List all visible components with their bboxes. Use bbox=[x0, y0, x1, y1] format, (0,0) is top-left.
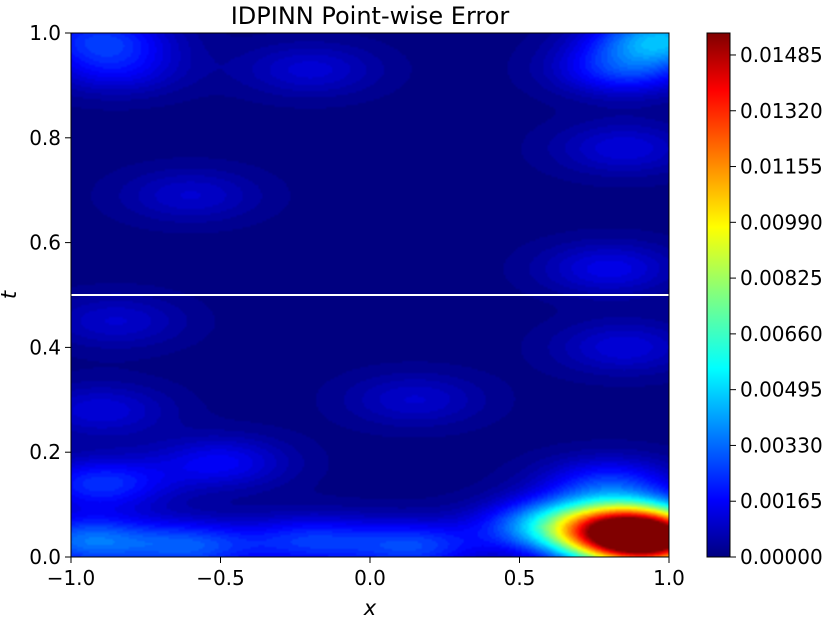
colorbar-frame bbox=[706, 32, 731, 558]
y-tick-label: 0.4 bbox=[29, 335, 61, 359]
x-tick-label: −0.5 bbox=[196, 566, 245, 590]
colorbar-tick-label: 0.01155 bbox=[740, 155, 823, 179]
x-tick-label: −1.0 bbox=[47, 566, 96, 590]
colorbar-gradient bbox=[707, 33, 730, 557]
colorbar-tick-label: 0.00660 bbox=[740, 322, 823, 346]
colorbar-tick-label: 0.01320 bbox=[740, 99, 823, 123]
y-axis: 0.0 0.2 0.4 0.6 0.8 1.0 bbox=[29, 21, 71, 569]
y-tick-label: 1.0 bbox=[29, 21, 61, 45]
colorbar-tick-label: 0.00990 bbox=[740, 210, 823, 234]
y-axis-label: t bbox=[0, 290, 21, 299]
colorbar-tick-label: 0.00495 bbox=[740, 378, 823, 402]
x-axis-label: x bbox=[363, 596, 377, 620]
x-tick-label: 0.0 bbox=[354, 566, 386, 590]
colorbar-tick-label: 0.00330 bbox=[740, 433, 823, 457]
x-tick-label: 0.5 bbox=[504, 566, 536, 590]
colorbar-tick-label: 0.00165 bbox=[740, 489, 823, 513]
colorbar-tick-label: 0.00825 bbox=[740, 266, 823, 290]
y-tick-label: 0.6 bbox=[29, 231, 61, 255]
colorbar-tick-label: 0.01485 bbox=[740, 43, 823, 67]
colorbar-tick-label: 0.00000 bbox=[740, 545, 823, 569]
y-tick-label: 0.0 bbox=[29, 545, 61, 569]
colorbar-ticks: 0.00000 0.00165 0.00330 0.00495 0.00660 0.008… bbox=[730, 43, 823, 569]
x-axis: −1.0 −0.5 0.0 0.5 1.0 bbox=[47, 557, 685, 590]
chart-title: IDPINN Point-wise Error bbox=[231, 2, 510, 30]
x-tick-label: 1.0 bbox=[653, 566, 685, 590]
y-tick-label: 0.8 bbox=[29, 126, 61, 150]
y-tick-label: 0.2 bbox=[29, 440, 61, 464]
colorbar: 0.00000 0.00165 0.00330 0.00495 0.00660 0.008… bbox=[706, 32, 823, 569]
